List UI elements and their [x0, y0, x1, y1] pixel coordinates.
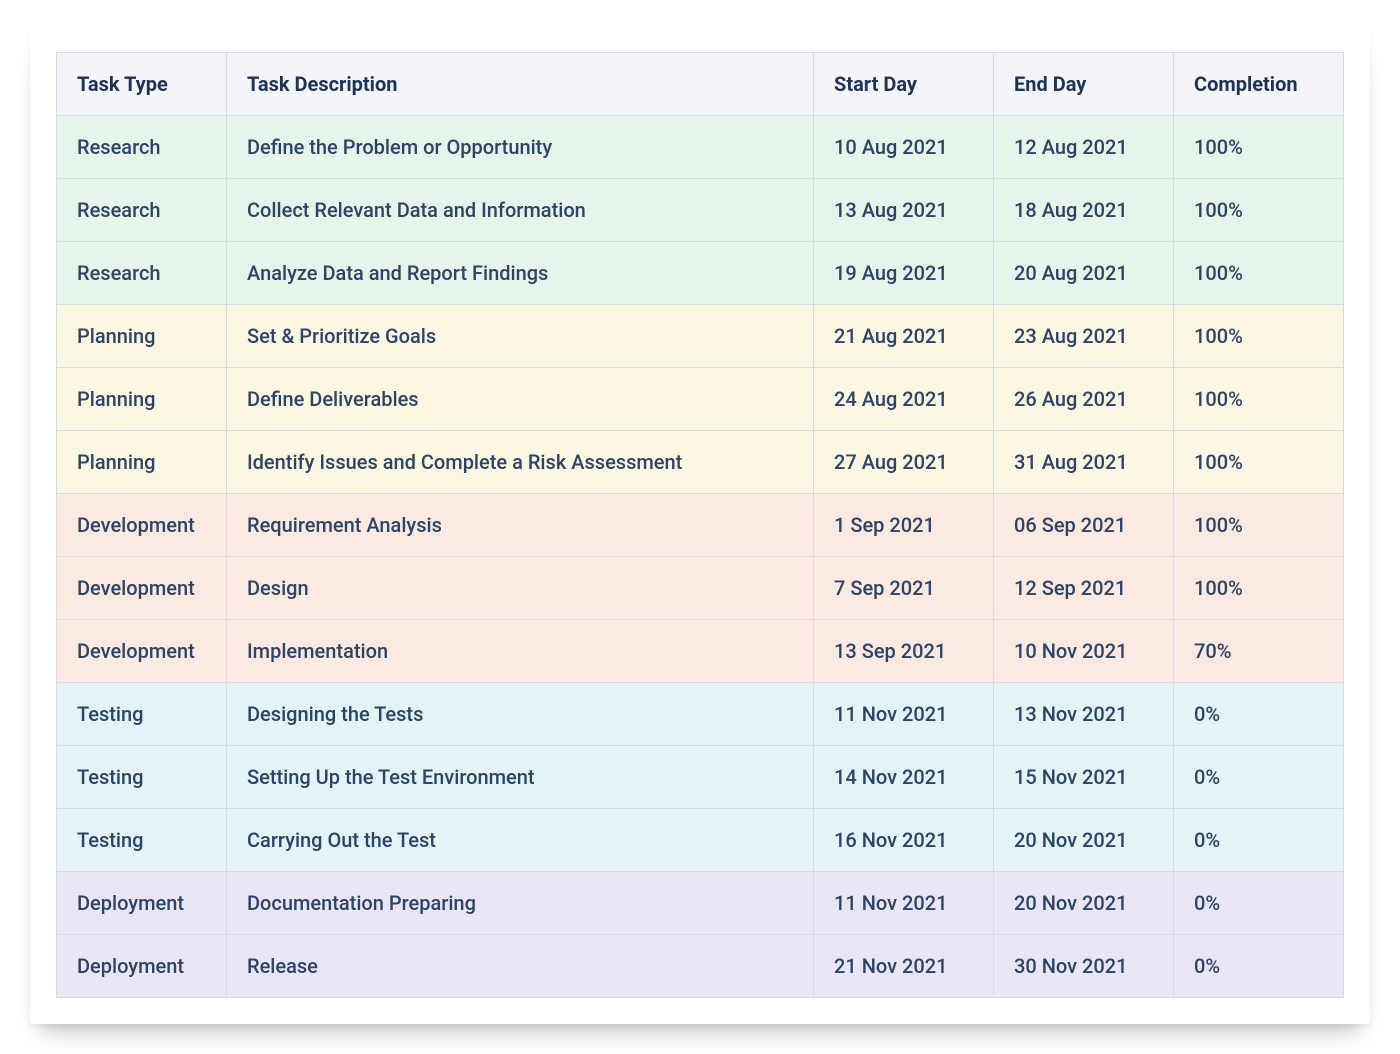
cell-task-type: Deployment — [57, 935, 227, 998]
cell-description: Documentation Preparing — [227, 872, 814, 935]
cell-start-day: 1 Sep 2021 — [814, 494, 994, 557]
cell-task-type: Deployment — [57, 872, 227, 935]
cell-description: Release — [227, 935, 814, 998]
table-row: DevelopmentDesign7 Sep 202112 Sep 202110… — [57, 557, 1344, 620]
cell-completion: 100% — [1174, 305, 1344, 368]
cell-start-day: 21 Aug 2021 — [814, 305, 994, 368]
cell-start-day: 19 Aug 2021 — [814, 242, 994, 305]
cell-task-type: Development — [57, 494, 227, 557]
cell-description: Implementation — [227, 620, 814, 683]
cell-end-day: 30 Nov 2021 — [994, 935, 1174, 998]
cell-end-day: 12 Sep 2021 — [994, 557, 1174, 620]
cell-description: Set & Prioritize Goals — [227, 305, 814, 368]
cell-task-type: Testing — [57, 746, 227, 809]
cell-end-day: 15 Nov 2021 — [994, 746, 1174, 809]
cell-completion: 70% — [1174, 620, 1344, 683]
cell-end-day: 06 Sep 2021 — [994, 494, 1174, 557]
table-row: DevelopmentRequirement Analysis1 Sep 202… — [57, 494, 1344, 557]
cell-start-day: 13 Aug 2021 — [814, 179, 994, 242]
table-row: TestingSetting Up the Test Environment14… — [57, 746, 1344, 809]
task-table-card: Task Type Task Description Start Day End… — [30, 30, 1370, 1024]
cell-end-day: 31 Aug 2021 — [994, 431, 1174, 494]
cell-description: Designing the Tests — [227, 683, 814, 746]
cell-description: Define Deliverables — [227, 368, 814, 431]
table-row: PlanningSet & Prioritize Goals21 Aug 202… — [57, 305, 1344, 368]
cell-task-type: Development — [57, 557, 227, 620]
table-row: ResearchCollect Relevant Data and Inform… — [57, 179, 1344, 242]
table-row: TestingCarrying Out the Test16 Nov 20212… — [57, 809, 1344, 872]
cell-description: Collect Relevant Data and Information — [227, 179, 814, 242]
cell-end-day: 23 Aug 2021 — [994, 305, 1174, 368]
table-row: DeploymentDocumentation Preparing11 Nov … — [57, 872, 1344, 935]
cell-completion: 100% — [1174, 557, 1344, 620]
col-header-description: Task Description — [227, 53, 814, 116]
cell-completion: 100% — [1174, 494, 1344, 557]
cell-completion: 0% — [1174, 683, 1344, 746]
col-header-end-day: End Day — [994, 53, 1174, 116]
cell-start-day: 11 Nov 2021 — [814, 872, 994, 935]
cell-completion: 0% — [1174, 809, 1344, 872]
cell-description: Requirement Analysis — [227, 494, 814, 557]
cell-end-day: 26 Aug 2021 — [994, 368, 1174, 431]
table-row: DevelopmentImplementation13 Sep 202110 N… — [57, 620, 1344, 683]
cell-start-day: 14 Nov 2021 — [814, 746, 994, 809]
cell-description: Setting Up the Test Environment — [227, 746, 814, 809]
cell-completion: 0% — [1174, 935, 1344, 998]
col-header-completion: Completion — [1174, 53, 1344, 116]
cell-start-day: 13 Sep 2021 — [814, 620, 994, 683]
cell-start-day: 24 Aug 2021 — [814, 368, 994, 431]
cell-start-day: 11 Nov 2021 — [814, 683, 994, 746]
cell-end-day: 20 Nov 2021 — [994, 809, 1174, 872]
cell-description: Identify Issues and Complete a Risk Asse… — [227, 431, 814, 494]
cell-end-day: 20 Aug 2021 — [994, 242, 1174, 305]
cell-description: Carrying Out the Test — [227, 809, 814, 872]
cell-task-type: Research — [57, 179, 227, 242]
cell-task-type: Research — [57, 242, 227, 305]
cell-completion: 0% — [1174, 872, 1344, 935]
cell-task-type: Research — [57, 116, 227, 179]
cell-task-type: Testing — [57, 809, 227, 872]
header-row: Task Type Task Description Start Day End… — [57, 53, 1344, 116]
cell-description: Analyze Data and Report Findings — [227, 242, 814, 305]
table-row: ResearchDefine the Problem or Opportunit… — [57, 116, 1344, 179]
cell-start-day: 7 Sep 2021 — [814, 557, 994, 620]
cell-task-type: Planning — [57, 368, 227, 431]
cell-start-day: 16 Nov 2021 — [814, 809, 994, 872]
cell-task-type: Development — [57, 620, 227, 683]
cell-end-day: 10 Nov 2021 — [994, 620, 1174, 683]
cell-end-day: 18 Aug 2021 — [994, 179, 1174, 242]
table-row: PlanningIdentify Issues and Complete a R… — [57, 431, 1344, 494]
cell-completion: 0% — [1174, 746, 1344, 809]
cell-start-day: 10 Aug 2021 — [814, 116, 994, 179]
table-row: PlanningDefine Deliverables24 Aug 202126… — [57, 368, 1344, 431]
cell-completion: 100% — [1174, 368, 1344, 431]
cell-end-day: 12 Aug 2021 — [994, 116, 1174, 179]
col-header-task-type: Task Type — [57, 53, 227, 116]
cell-completion: 100% — [1174, 179, 1344, 242]
cell-completion: 100% — [1174, 431, 1344, 494]
cell-end-day: 13 Nov 2021 — [994, 683, 1174, 746]
task-table: Task Type Task Description Start Day End… — [56, 52, 1344, 998]
cell-completion: 100% — [1174, 242, 1344, 305]
cell-start-day: 21 Nov 2021 — [814, 935, 994, 998]
table-row: ResearchAnalyze Data and Report Findings… — [57, 242, 1344, 305]
cell-end-day: 20 Nov 2021 — [994, 872, 1174, 935]
cell-task-type: Testing — [57, 683, 227, 746]
cell-task-type: Planning — [57, 305, 227, 368]
table-row: DeploymentRelease21 Nov 202130 Nov 20210… — [57, 935, 1344, 998]
cell-task-type: Planning — [57, 431, 227, 494]
cell-description: Design — [227, 557, 814, 620]
cell-start-day: 27 Aug 2021 — [814, 431, 994, 494]
task-table-body: ResearchDefine the Problem or Opportunit… — [57, 116, 1344, 998]
cell-description: Define the Problem or Opportunity — [227, 116, 814, 179]
task-table-head: Task Type Task Description Start Day End… — [57, 53, 1344, 116]
col-header-start-day: Start Day — [814, 53, 994, 116]
cell-completion: 100% — [1174, 116, 1344, 179]
table-row: TestingDesigning the Tests11 Nov 202113 … — [57, 683, 1344, 746]
